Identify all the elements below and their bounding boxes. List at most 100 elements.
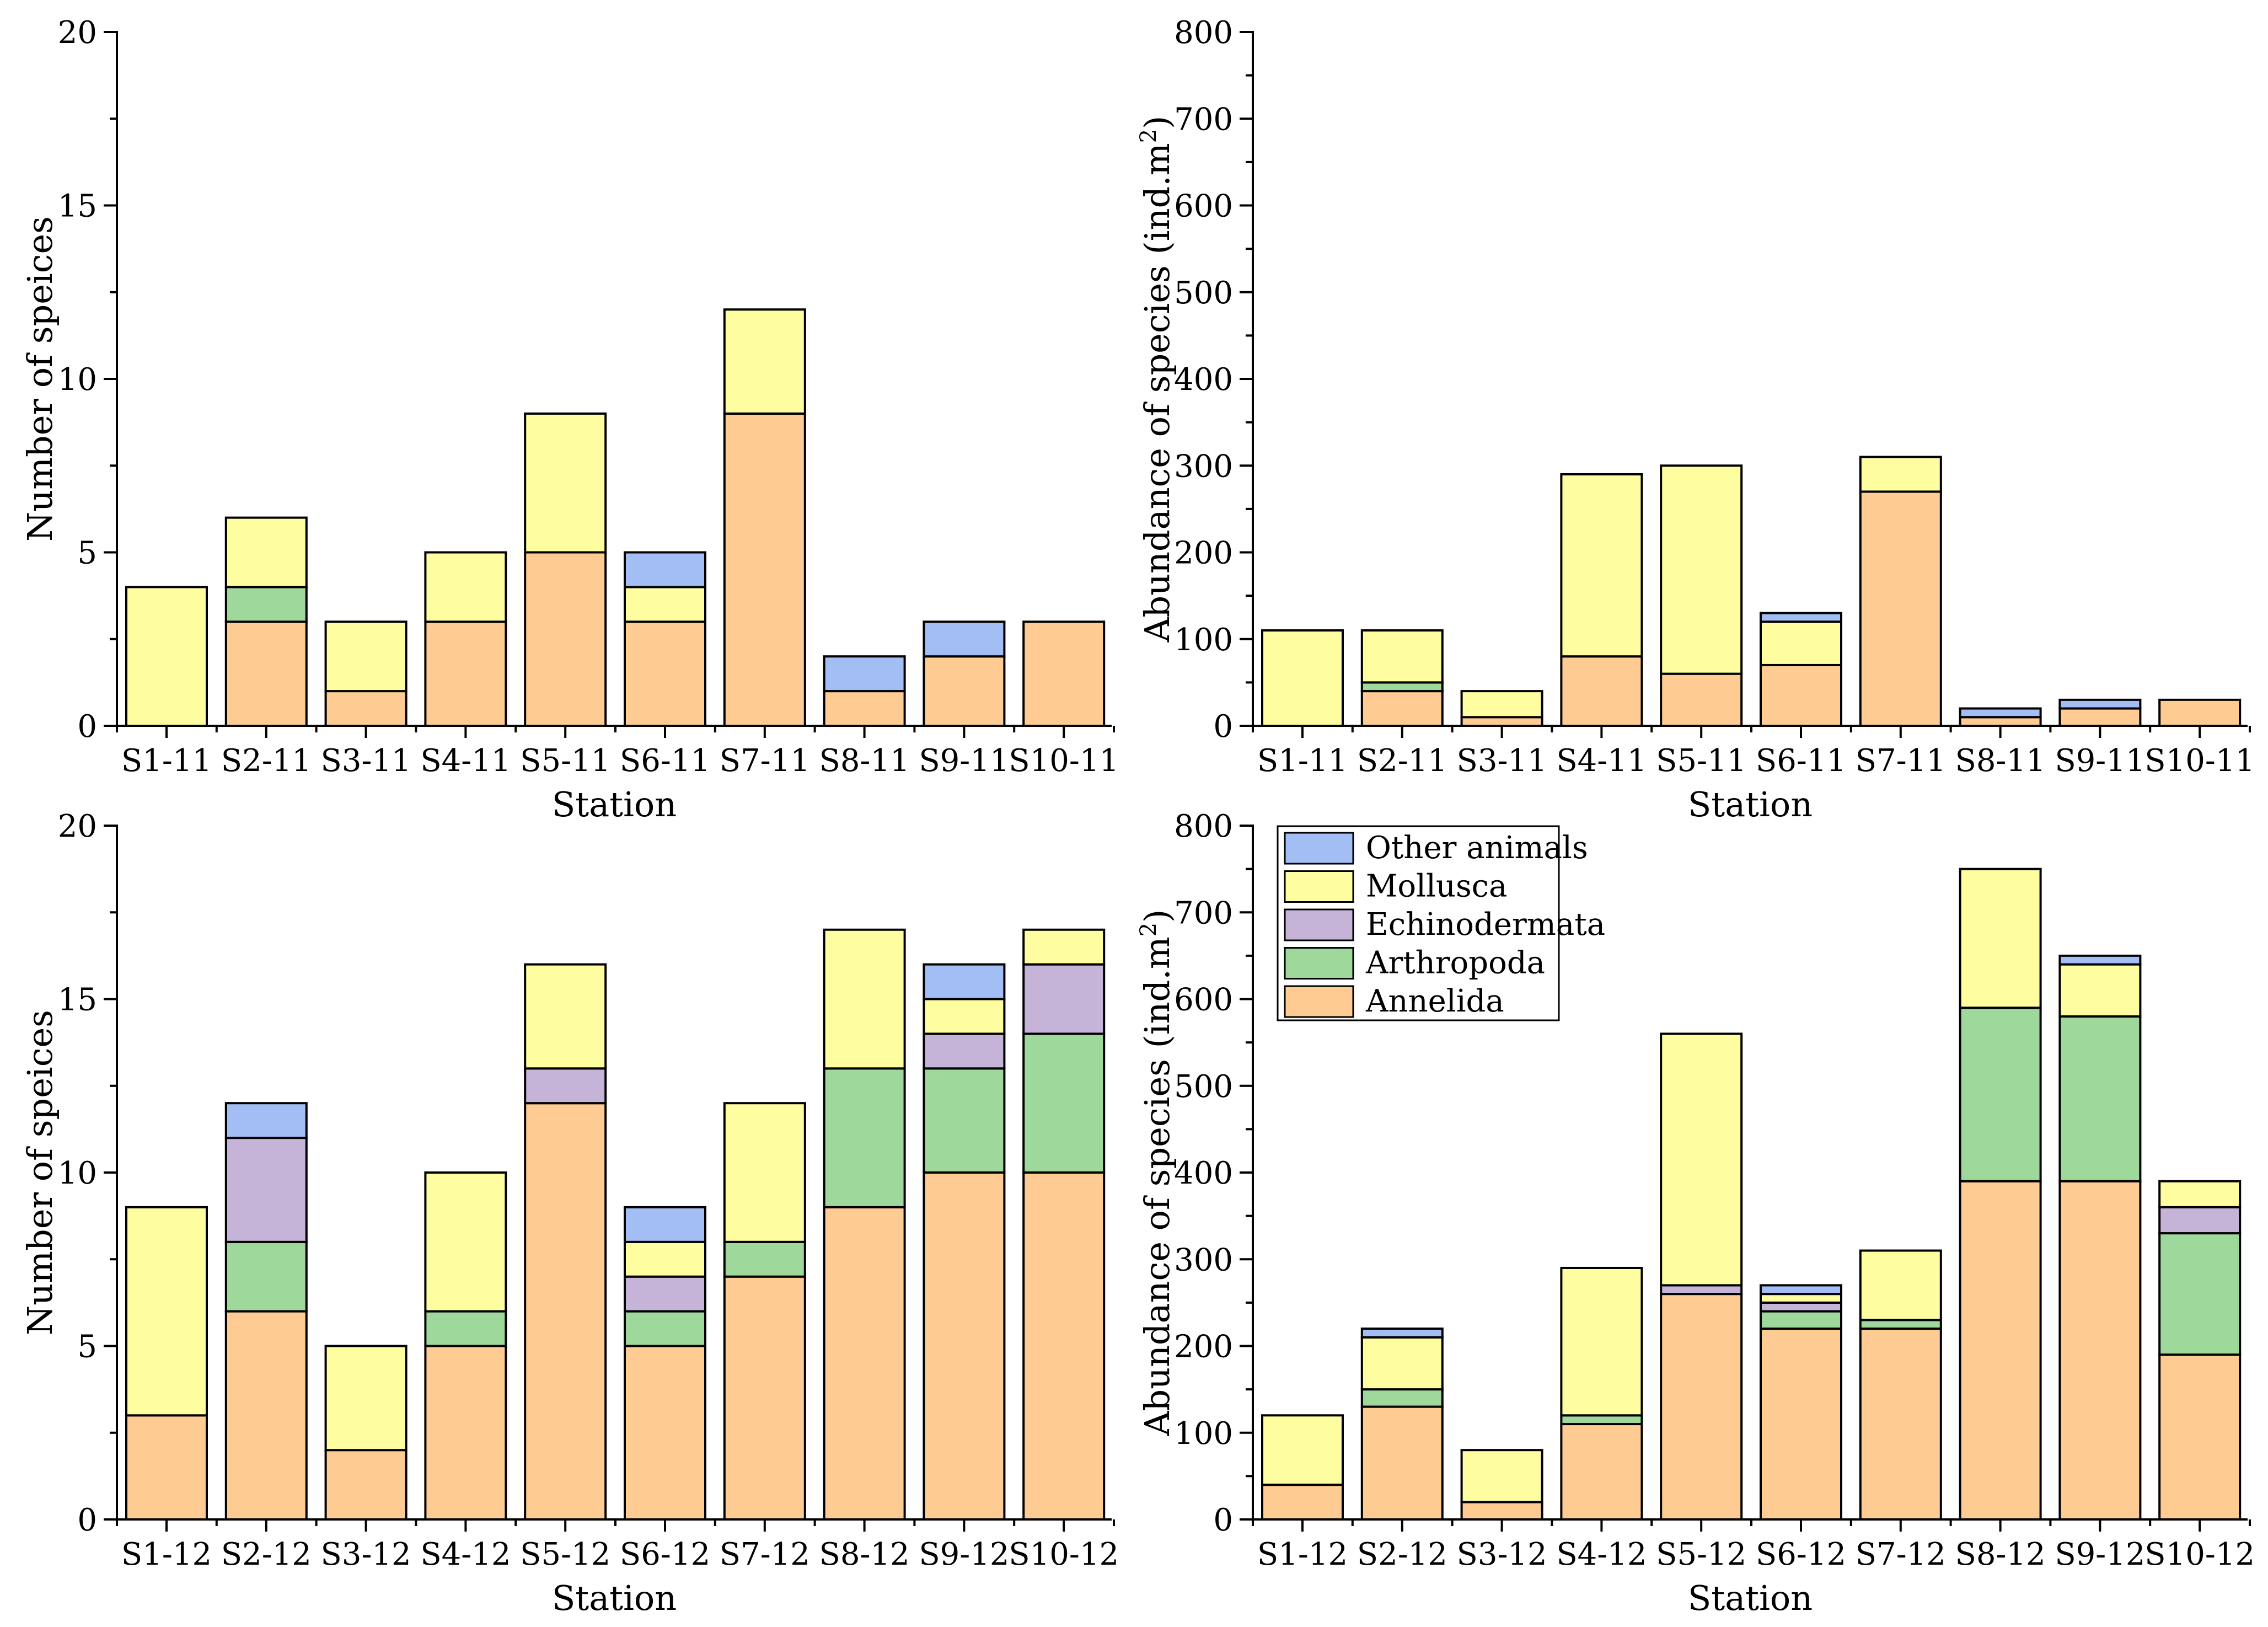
bar-segment: [224, 1240, 308, 1313]
bar-segment: [1660, 1032, 1743, 1287]
bar-segment: [923, 963, 1006, 1000]
x-tick-label: S8-12: [1955, 1537, 2046, 1572]
x-tick-label: S6-11: [620, 743, 710, 779]
legend-label: Annelida: [1365, 983, 1504, 1019]
y-axis-title-text: Abundance of species (ind.m: [1137, 936, 1177, 1436]
bar-segment: [624, 620, 706, 727]
bar-segment: [1959, 1180, 2042, 1521]
y-axis-title-text: Number of speices: [20, 1010, 60, 1335]
x-tick-label: S4-11: [1556, 743, 1647, 779]
bar-segment: [923, 655, 1006, 727]
bar-segment: [2058, 698, 2142, 710]
chart-panel-4: 0 100 200 300 400 500 600 700 800 S1-12 S2-12 S3-12…: [1136, 809, 2255, 1618]
x-tick-label: S8-11: [819, 743, 910, 779]
bar-segment: [1760, 1293, 1842, 1304]
x-tick-label: S3-11: [1457, 743, 1547, 779]
bar-segment: [1261, 1484, 1344, 1521]
bar-segment: [1560, 1414, 1643, 1426]
bar-segment: [1261, 1414, 1344, 1486]
bar-segment: [1360, 681, 1444, 693]
bar-segment: [1959, 716, 2042, 727]
x-tick-label: S8-12: [819, 1537, 910, 1572]
bar-segment: [1859, 1319, 1942, 1330]
bar-segment: [1022, 963, 1106, 1035]
bar-segment: [125, 1414, 208, 1521]
bar-segment: [1959, 1007, 2042, 1182]
bar-segment: [723, 1275, 806, 1521]
x-tick-label: S2-12: [1357, 1537, 1447, 1572]
bar-segment: [1760, 663, 1842, 727]
x-tick-label: S3-12: [1457, 1537, 1547, 1572]
legend-label: Mollusca: [1366, 869, 1507, 905]
bar-segment: [1360, 1405, 1444, 1521]
bar-segment: [624, 1206, 706, 1243]
y-tick-label: 5: [77, 1329, 97, 1365]
x-tick-label: S10-12: [1009, 1537, 1119, 1572]
bar-segment: [624, 1240, 706, 1278]
legend-label: Other animals: [1366, 830, 1588, 866]
bar-segment: [1360, 1328, 1444, 1339]
bar-segment: [1460, 716, 1543, 727]
bar-segment: [1760, 620, 1842, 666]
bar-segment: [424, 620, 507, 727]
y-tick-label: 0: [77, 1502, 97, 1538]
bar-segment: [125, 1206, 208, 1417]
y-axis-title-text: Abundance of species (ind.m: [1137, 143, 1177, 643]
x-tick-label: S4-12: [1556, 1537, 1647, 1572]
bar-segment: [524, 963, 607, 1070]
y-axis-title-text: Number of speices: [20, 216, 60, 542]
legend-label: Arthropoda: [1365, 945, 1545, 981]
x-tick-label: S1-12: [121, 1537, 212, 1572]
x-tick-label: S8-11: [1955, 743, 2046, 779]
x-tick-label: S5-11: [520, 743, 610, 779]
bar-segment: [1022, 928, 1106, 966]
y-tick-label: 15: [58, 982, 97, 1018]
bar-segment: [1360, 629, 1444, 684]
bar-segment: [1959, 707, 2042, 719]
bar-segment: [324, 620, 408, 693]
bar-segment: [1460, 1449, 1543, 1503]
x-tick-label: S7-11: [720, 743, 810, 779]
bar-segment: [923, 1171, 1006, 1521]
bar-segment: [224, 586, 308, 623]
bar-segment: [823, 1206, 906, 1521]
y-tick-label: 300: [1174, 448, 1233, 484]
y-tick-label: 600: [1174, 189, 1233, 224]
y-tick-label: 20: [58, 809, 97, 844]
x-tick-label: S1-12: [1257, 1537, 1348, 1572]
bar-segment: [1660, 464, 1743, 675]
bar-segment: [723, 308, 806, 415]
bar-segment: [1859, 1328, 1942, 1521]
y-axis-title: Number of speices: [20, 1010, 60, 1335]
bar-segment: [1859, 456, 1942, 493]
bar-segment: [424, 551, 507, 623]
bar-segment: [2058, 1180, 2142, 1521]
chart-panel-2: 0 100 200 300 400 500 600 700 800 S1-11 S2-11 S3-11…: [1136, 15, 2255, 825]
x-tick-label: S1-11: [121, 743, 212, 779]
x-tick-label: S7-11: [1856, 743, 1946, 779]
bar-segment: [1959, 868, 2042, 1009]
bar-segment: [524, 1102, 607, 1521]
bar-segment: [1859, 490, 1942, 727]
x-tick-label: S7-12: [720, 1537, 810, 1572]
y-axis-title-end: ): [1137, 909, 1177, 923]
bar-segment: [424, 1310, 507, 1347]
y-tick-label: 300: [1174, 1242, 1233, 1278]
x-tick-label: S6-11: [1756, 743, 1846, 779]
y-axis-title-superscript: 2: [1136, 129, 1161, 143]
x-tick-label: S5-12: [520, 1537, 610, 1572]
bar-segment: [1760, 1301, 1842, 1313]
x-tick-label: S5-12: [1656, 1537, 1746, 1572]
bar-segment: [524, 551, 607, 727]
x-tick-label: S1-11: [1257, 743, 1348, 779]
bar-segment: [624, 586, 706, 623]
bar-segment: [823, 928, 906, 1070]
bar-segment: [2058, 707, 2142, 727]
y-tick-label: 15: [58, 189, 97, 224]
x-tick-label: S3-11: [321, 743, 411, 779]
y-tick-label: 500: [1174, 1069, 1233, 1105]
bar-segment: [723, 1102, 806, 1243]
bar-segment: [524, 1067, 607, 1105]
